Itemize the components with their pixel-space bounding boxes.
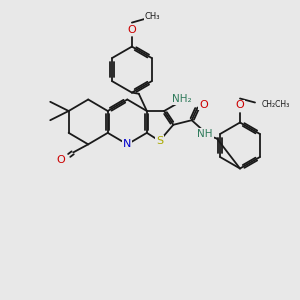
Text: CH₂CH₃: CH₂CH₃ bbox=[262, 100, 290, 109]
Text: O: O bbox=[128, 25, 136, 34]
Text: N: N bbox=[123, 139, 131, 149]
Text: S: S bbox=[156, 136, 163, 146]
Text: O: O bbox=[199, 100, 208, 110]
Text: NH: NH bbox=[197, 128, 213, 139]
Text: O: O bbox=[236, 100, 244, 110]
Text: CH₃: CH₃ bbox=[144, 12, 160, 21]
Text: NH₂: NH₂ bbox=[172, 94, 192, 104]
Text: O: O bbox=[56, 155, 65, 166]
